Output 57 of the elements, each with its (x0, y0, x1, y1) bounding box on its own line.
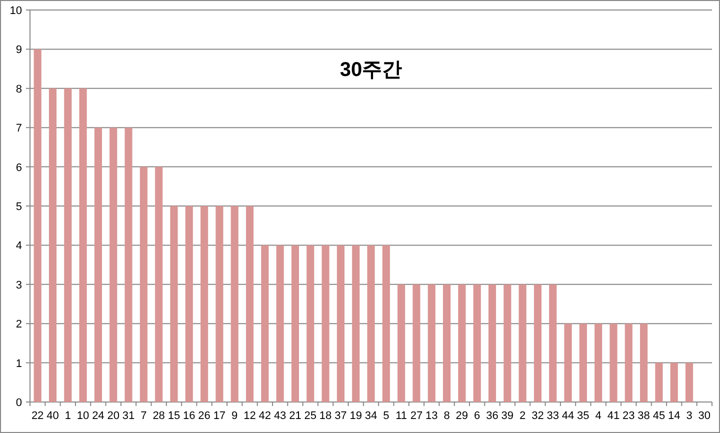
x-tick-label: 10 (76, 410, 90, 422)
x-tick-label: 11 (396, 410, 408, 422)
x-tick-label: 34 (364, 410, 378, 422)
x-tick-label: 25 (304, 410, 317, 422)
x-tick-label: 12 (244, 410, 256, 422)
x-tick-label: 29 (456, 410, 468, 422)
y-tick-label: 7 (16, 122, 22, 135)
x-tick-label: 44 (562, 410, 574, 422)
x-tick-label: 3 (686, 410, 692, 422)
x-tick-label: 21 (289, 410, 302, 422)
y-tick-label: 8 (16, 83, 22, 96)
x-tick-label: 35 (577, 410, 590, 422)
x-tick-label: 1 (64, 410, 71, 422)
x-tick-label: 26 (198, 410, 210, 422)
x-tick-label: 28 (152, 410, 165, 422)
x-tick-label: 42 (258, 410, 272, 422)
y-tick-label: 6 (16, 162, 22, 174)
x-tick-label: 38 (638, 410, 650, 422)
y-tick-label: 0 (16, 397, 22, 409)
x-tick-label: 19 (350, 410, 362, 422)
x-tick-label: 20 (107, 410, 120, 422)
x-tick-label: 39 (501, 410, 514, 422)
x-tick-label: 9 (232, 410, 238, 422)
x-tick-label: 16 (183, 410, 196, 422)
x-tick-label: 8 (444, 410, 450, 422)
y-tick-label: 2 (16, 318, 22, 331)
x-tick-label: 36 (486, 410, 498, 422)
x-tick-label: 45 (652, 410, 666, 422)
y-tick-label: 4 (16, 240, 22, 252)
x-tick-label: 23 (622, 410, 635, 422)
x-tick-label: 18 (319, 410, 332, 422)
y-tick-label: 10 (10, 5, 22, 17)
y-tick-label: 5 (16, 201, 22, 213)
x-tick-label: 33 (546, 410, 559, 422)
x-tick-label: 43 (274, 410, 286, 422)
x-tick-label: 4 (595, 410, 602, 422)
x-tick-label: 5 (383, 410, 390, 422)
x-tick-label: 13 (425, 410, 438, 422)
x-tick-label: 41 (607, 410, 620, 422)
x-tick-label: 17 (213, 410, 226, 422)
x-tick-label: 2 (519, 410, 526, 422)
x-tick-label: 37 (334, 410, 347, 422)
x-tick-label: 32 (532, 410, 544, 422)
text: 30주간 (340, 59, 402, 81)
x-tick-label: 22 (31, 410, 44, 422)
x-tick-label: 7 (140, 410, 147, 422)
x-tick-label: 15 (168, 410, 180, 422)
x-tick-label: 27 (410, 410, 423, 422)
x-tick-label: 14 (668, 410, 680, 422)
y-tick-label: 1 (16, 358, 22, 370)
x-tick-label: 40 (46, 410, 59, 422)
x-tick-label: 24 (92, 410, 104, 422)
x-tick-label: 6 (474, 410, 480, 422)
y-tick-label: 3 (16, 279, 22, 292)
y-tick-label: 9 (16, 44, 22, 56)
x-tick-label: 30 (698, 410, 711, 422)
x-tick-label: 31 (122, 410, 135, 422)
